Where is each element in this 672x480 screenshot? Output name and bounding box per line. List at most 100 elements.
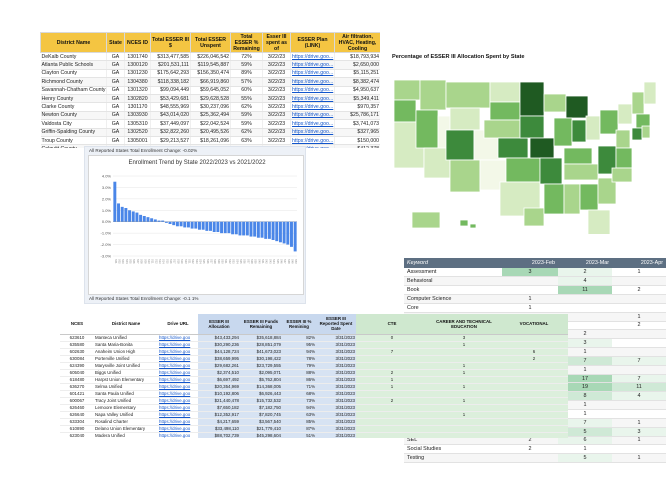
state-region[interactable] (393, 99, 417, 123)
column-header[interactable]: Esser III spent as of (262, 32, 291, 53)
bar[interactable] (157, 220, 161, 222)
column-header[interactable]: CAREER AND TECHNICAL EDUCATION (428, 314, 500, 335)
drive-url-link[interactable]: https://drive.goo (158, 369, 198, 377)
esser-plan-link[interactable]: https://drive.goo... (290, 102, 335, 112)
drive-url-link[interactable]: https://drive.goo (158, 432, 198, 438)
state-region[interactable] (539, 157, 563, 185)
bar[interactable] (179, 221, 183, 227)
esser-plan-link[interactable]: https://drive.goo... (290, 77, 335, 87)
bar[interactable] (142, 216, 146, 222)
drive-url-link[interactable]: https://drive.goo (158, 383, 198, 391)
column-header[interactable]: ESSER III Funds Remaining (240, 314, 282, 335)
column-header[interactable]: State (106, 32, 125, 53)
drive-url-link[interactable]: https://drive.goo (158, 376, 198, 384)
state-region[interactable] (523, 207, 545, 227)
bar[interactable] (223, 221, 227, 234)
state-region[interactable] (585, 115, 601, 141)
column-header[interactable]: CTE (356, 314, 428, 335)
state-region[interactable] (563, 183, 581, 215)
bar[interactable] (242, 221, 246, 236)
column-header[interactable]: NCES (60, 314, 94, 335)
state-region[interactable] (617, 103, 633, 125)
state-region[interactable] (489, 101, 521, 121)
state-region[interactable] (411, 211, 441, 229)
month-column-header[interactable]: 2023-Feb (502, 258, 558, 268)
column-header[interactable]: Total ESSER Unspent (190, 32, 231, 53)
bar[interactable] (150, 218, 154, 222)
month-column-header[interactable]: 2023-Mar (558, 258, 612, 268)
state-region[interactable] (459, 219, 469, 227)
column-header[interactable]: District Name (40, 32, 107, 53)
bar[interactable] (249, 221, 253, 237)
column-header[interactable]: Air filtration, HVAC, Heating, Cooling (334, 32, 380, 53)
state-region[interactable] (565, 95, 589, 119)
drive-url-link[interactable]: https://drive.goo (158, 418, 198, 426)
state-region[interactable] (615, 147, 633, 169)
keyword-column-header[interactable]: Keyword (404, 258, 502, 268)
drive-url-link[interactable]: https://drive.goo (158, 334, 198, 342)
state-region[interactable] (599, 109, 619, 135)
bar[interactable] (205, 221, 209, 231)
bar[interactable] (278, 221, 282, 243)
drive-url-link[interactable]: https://drive.goo (158, 390, 198, 398)
bar[interactable] (238, 221, 242, 236)
state-region[interactable] (483, 119, 521, 139)
state-region[interactable] (449, 159, 481, 193)
bar[interactable] (113, 181, 117, 222)
esser-plan-link[interactable]: https://drive.goo... (290, 128, 335, 137)
state-region[interactable] (505, 157, 541, 183)
drive-url-link[interactable]: https://drive.goo (158, 341, 198, 349)
state-region[interactable] (497, 137, 529, 159)
state-region[interactable] (615, 129, 631, 149)
bar[interactable] (131, 211, 135, 222)
bar[interactable] (124, 208, 128, 222)
column-header[interactable]: Total ESSER % Remaining (230, 32, 263, 53)
esser-plan-link[interactable]: https://drive.goo... (290, 60, 335, 70)
state-region[interactable] (571, 119, 587, 143)
drive-url-link[interactable]: https://drive.goo (158, 397, 198, 405)
state-region[interactable] (445, 81, 491, 109)
column-header[interactable]: ESSER III Reported Spent Date (316, 314, 356, 335)
bar[interactable] (172, 221, 176, 226)
state-region[interactable] (519, 115, 545, 139)
drive-url-link[interactable]: https://drive.goo (158, 425, 198, 433)
state-region[interactable] (519, 81, 545, 117)
bar[interactable] (216, 221, 220, 232)
column-header[interactable]: ESSER Plan (LINK) (290, 32, 335, 53)
state-region[interactable] (579, 183, 599, 211)
state-region[interactable] (469, 223, 477, 229)
bar[interactable] (198, 221, 201, 230)
bar[interactable] (186, 221, 190, 228)
drive-url-link[interactable]: https://drive.goo (158, 411, 198, 419)
state-region[interactable] (415, 109, 439, 149)
esser-plan-link[interactable]: https://drive.goo... (290, 86, 335, 95)
column-header[interactable]: ESSER III Allocation (198, 314, 240, 335)
esser-plan-link[interactable]: https://drive.goo... (290, 52, 335, 62)
bar[interactable] (194, 221, 198, 229)
bar[interactable] (234, 221, 238, 235)
bar[interactable] (220, 221, 224, 234)
bar[interactable] (256, 221, 260, 238)
bar[interactable] (183, 221, 187, 228)
drive-url-link[interactable]: https://drive.goo (158, 355, 198, 363)
bar[interactable] (175, 221, 179, 227)
state-region[interactable] (641, 125, 651, 139)
state-region[interactable] (393, 79, 421, 101)
state-region[interactable] (643, 81, 657, 105)
bar[interactable] (117, 203, 120, 222)
esser-plan-link[interactable]: https://drive.goo... (290, 136, 335, 146)
state-region[interactable] (563, 147, 593, 165)
month-column-header[interactable]: 2023-Apr (612, 258, 666, 268)
bar[interactable] (282, 221, 286, 244)
bar[interactable] (153, 219, 157, 222)
bar[interactable] (286, 221, 290, 245)
state-region[interactable] (597, 177, 617, 205)
esser-plan-link[interactable]: https://drive.goo... (290, 69, 335, 79)
state-region[interactable] (419, 79, 447, 111)
bar[interactable] (245, 221, 249, 236)
bar[interactable] (161, 220, 165, 222)
drive-url-link[interactable]: https://drive.goo (158, 362, 198, 370)
state-region[interactable] (587, 209, 611, 234)
column-header[interactable]: NCES ID (124, 32, 151, 53)
state-region[interactable] (631, 91, 645, 115)
